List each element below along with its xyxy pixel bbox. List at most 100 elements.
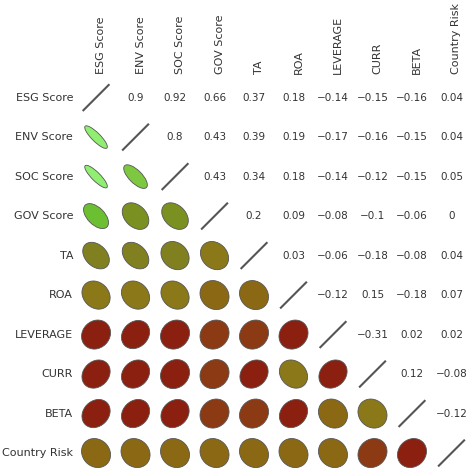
Ellipse shape — [358, 438, 387, 467]
Ellipse shape — [83, 242, 109, 269]
Text: −0.18: −0.18 — [356, 250, 388, 260]
Ellipse shape — [121, 399, 150, 427]
Text: −0.15: −0.15 — [396, 172, 428, 182]
Text: ROA: ROA — [293, 50, 303, 74]
Ellipse shape — [239, 438, 268, 467]
Ellipse shape — [162, 203, 188, 229]
Ellipse shape — [319, 360, 347, 388]
Text: −0.31: −0.31 — [356, 329, 388, 339]
Ellipse shape — [358, 399, 387, 428]
Ellipse shape — [82, 360, 110, 388]
Ellipse shape — [200, 399, 229, 428]
Text: −0.17: −0.17 — [317, 132, 349, 142]
Text: BETA: BETA — [45, 408, 73, 418]
Ellipse shape — [85, 126, 107, 149]
Ellipse shape — [121, 438, 150, 467]
Ellipse shape — [121, 281, 150, 309]
Text: 0.12: 0.12 — [401, 369, 424, 379]
Text: CURR: CURR — [42, 369, 73, 379]
Text: CURR: CURR — [373, 42, 383, 74]
Text: Country Risk: Country Risk — [2, 448, 73, 458]
Text: LEVERAGE: LEVERAGE — [333, 16, 343, 74]
Text: 0.66: 0.66 — [203, 93, 226, 103]
Text: ROA: ROA — [49, 290, 73, 300]
Text: 0.18: 0.18 — [282, 93, 305, 103]
Text: ENV Score: ENV Score — [136, 16, 146, 74]
Text: Country Risk: Country Risk — [451, 3, 462, 74]
Text: 0.34: 0.34 — [242, 172, 265, 182]
Text: −0.15: −0.15 — [356, 93, 388, 103]
Text: −0.06: −0.06 — [317, 250, 349, 260]
Text: ENV Score: ENV Score — [15, 132, 73, 142]
Ellipse shape — [240, 360, 268, 388]
Ellipse shape — [161, 359, 190, 388]
Ellipse shape — [239, 399, 268, 428]
Text: 0.02: 0.02 — [440, 329, 463, 339]
Text: 0.9: 0.9 — [128, 93, 144, 103]
Text: −0.12: −0.12 — [436, 408, 467, 418]
Text: −0.14: −0.14 — [317, 93, 349, 103]
Ellipse shape — [83, 204, 109, 228]
Text: ESG Score: ESG Score — [16, 93, 73, 103]
Text: 0.2: 0.2 — [246, 211, 262, 221]
Ellipse shape — [82, 281, 110, 309]
Text: GOV Score: GOV Score — [14, 211, 73, 221]
Ellipse shape — [200, 280, 229, 309]
Text: SOC Score: SOC Score — [15, 172, 73, 182]
Text: 0.04: 0.04 — [440, 93, 463, 103]
Ellipse shape — [122, 242, 149, 269]
Text: −0.18: −0.18 — [396, 290, 428, 300]
Ellipse shape — [239, 280, 268, 309]
Text: ESG Score: ESG Score — [96, 16, 106, 74]
Text: 0.09: 0.09 — [282, 211, 305, 221]
Text: LEVERAGE: LEVERAGE — [15, 329, 73, 339]
Ellipse shape — [82, 320, 110, 349]
Text: 0.92: 0.92 — [164, 93, 187, 103]
Text: 0.04: 0.04 — [440, 250, 463, 260]
Ellipse shape — [121, 320, 150, 348]
Text: 0.02: 0.02 — [401, 329, 423, 339]
Ellipse shape — [82, 438, 110, 467]
Text: −0.14: −0.14 — [317, 172, 349, 182]
Text: −0.16: −0.16 — [396, 93, 428, 103]
Text: BETA: BETA — [412, 46, 422, 74]
Text: 0.37: 0.37 — [242, 93, 265, 103]
Ellipse shape — [121, 360, 150, 388]
Ellipse shape — [200, 359, 229, 388]
Text: 0.43: 0.43 — [203, 132, 226, 142]
Text: 0: 0 — [448, 211, 455, 221]
Text: 0.04: 0.04 — [440, 132, 463, 142]
Ellipse shape — [161, 241, 189, 270]
Text: −0.08: −0.08 — [436, 369, 467, 379]
Ellipse shape — [200, 438, 229, 467]
Ellipse shape — [279, 320, 308, 349]
Ellipse shape — [85, 165, 107, 188]
Text: −0.1: −0.1 — [360, 211, 385, 221]
Text: 0.03: 0.03 — [282, 250, 305, 260]
Text: 0.19: 0.19 — [282, 132, 305, 142]
Text: TA: TA — [60, 250, 73, 260]
Text: −0.06: −0.06 — [396, 211, 428, 221]
Text: −0.16: −0.16 — [356, 132, 388, 142]
Ellipse shape — [319, 438, 347, 467]
Ellipse shape — [279, 360, 308, 388]
Text: 0.15: 0.15 — [361, 290, 384, 300]
Text: GOV Score: GOV Score — [215, 14, 225, 74]
Ellipse shape — [161, 281, 189, 309]
Text: −0.12: −0.12 — [317, 290, 349, 300]
Ellipse shape — [161, 399, 189, 427]
Ellipse shape — [161, 438, 190, 467]
Text: TA: TA — [254, 60, 264, 74]
Ellipse shape — [279, 438, 308, 467]
Ellipse shape — [200, 320, 229, 349]
Ellipse shape — [398, 438, 427, 467]
Ellipse shape — [122, 203, 149, 229]
Text: 0.8: 0.8 — [167, 132, 183, 142]
Ellipse shape — [201, 241, 228, 270]
Text: −0.12: −0.12 — [356, 172, 388, 182]
Text: −0.15: −0.15 — [396, 132, 428, 142]
Ellipse shape — [161, 320, 190, 349]
Ellipse shape — [82, 399, 110, 427]
Ellipse shape — [279, 399, 308, 427]
Text: 0.05: 0.05 — [440, 172, 463, 182]
